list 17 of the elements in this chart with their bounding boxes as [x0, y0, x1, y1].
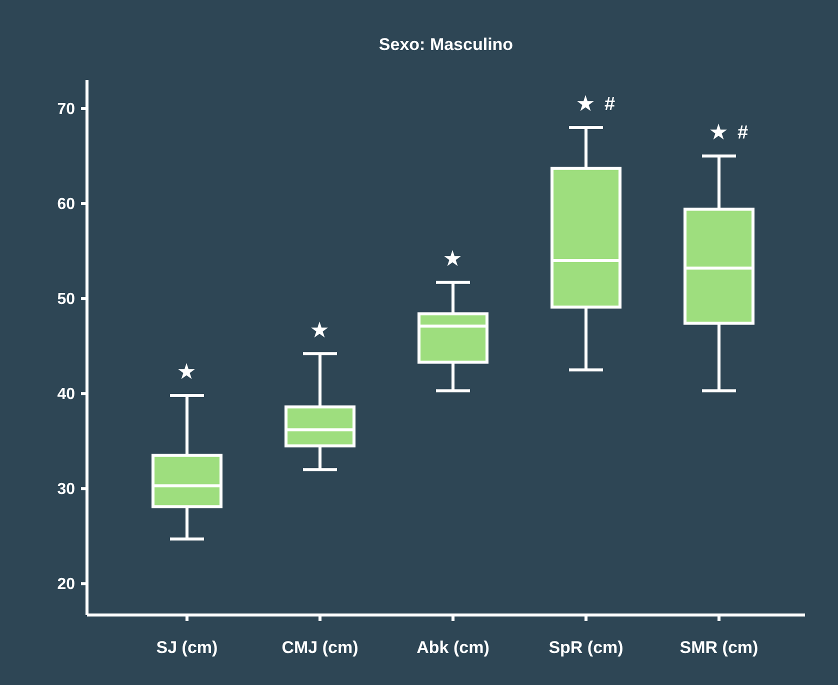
x-tick-label: SpR (cm) — [548, 638, 624, 657]
y-tick-label: 50 — [57, 291, 76, 308]
x-tick-label: CMJ (cm) — [282, 638, 358, 657]
y-tick-label: 30 — [57, 481, 76, 498]
y-tick-label: 70 — [57, 101, 76, 118]
y-tick-label: 40 — [57, 386, 76, 404]
x-tick-label: SJ (cm) — [156, 638, 218, 657]
x-tick-label: SMR (cm) — [680, 638, 758, 657]
chart-title: Sexo: Masculino — [378, 35, 514, 54]
annotation: ★ # — [577, 94, 616, 116]
y-tick-label: 60 — [57, 196, 76, 214]
annotation: ★ — [178, 362, 195, 384]
annotation: ★ # — [710, 122, 749, 144]
x-tick-label: Abk (cm) — [416, 638, 490, 657]
annotation: ★ — [444, 249, 461, 270]
annotation: ★ — [311, 320, 328, 342]
y-tick-label: 20 — [57, 576, 76, 594]
